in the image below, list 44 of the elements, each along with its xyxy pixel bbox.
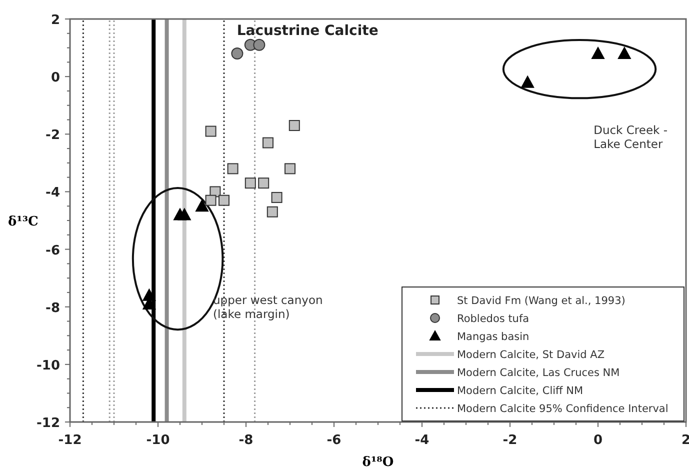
chart-title: Lacustrine Calcite <box>236 23 378 39</box>
y-tick-label: -8 <box>46 300 60 316</box>
point <box>205 194 216 206</box>
point <box>205 126 216 137</box>
y-tick-label: -10 <box>36 358 60 374</box>
x-axis-title: δ¹⁸O <box>362 455 394 469</box>
y-axis-title: δ¹³C <box>8 214 38 230</box>
y-tick-label: -2 <box>46 128 60 144</box>
legend-label: Modern Calcite, Cliff NM <box>457 385 584 397</box>
y-tick-label: 2 <box>50 13 60 28</box>
point <box>231 48 244 60</box>
x-tick-label: -8 <box>238 433 254 448</box>
legend-label: Modern Calcite 95% Confidence Interval <box>457 403 668 415</box>
x-tick-label: 2 <box>681 433 689 448</box>
legend-label: Mangas basin <box>457 331 530 343</box>
x-tick-label: 0 <box>593 433 603 448</box>
y-tick-label: -4 <box>46 186 60 201</box>
point <box>592 47 604 60</box>
y-tick-label: -6 <box>46 243 60 258</box>
annotation: Duck Creek - Lake Center <box>594 123 668 152</box>
point <box>266 206 278 218</box>
y-tick-label: 0 <box>50 70 60 86</box>
x-tick-label: -6 <box>326 433 342 448</box>
x-tick-label: -4 <box>414 433 430 448</box>
point <box>196 200 208 212</box>
legend-label: Modern Calcite, St David AZ <box>457 349 605 361</box>
legend-label: Robledos tufa <box>457 313 530 325</box>
point <box>271 192 282 203</box>
point <box>227 163 238 174</box>
point <box>258 178 270 189</box>
point <box>521 76 534 88</box>
point <box>218 194 230 206</box>
point <box>284 163 296 174</box>
point <box>618 47 631 60</box>
y-tick-label: -12 <box>36 416 60 431</box>
point <box>244 178 256 189</box>
point <box>262 137 274 148</box>
x-tick-label: -10 <box>146 433 170 448</box>
x-tick-label: -2 <box>502 433 518 448</box>
point <box>178 208 191 220</box>
legend-label: St David Fm (Wang et al., 1993) <box>457 295 626 307</box>
legend-label: Modern Calcite, Las Cruces NM <box>457 367 620 379</box>
point <box>253 38 266 51</box>
point <box>288 120 300 132</box>
